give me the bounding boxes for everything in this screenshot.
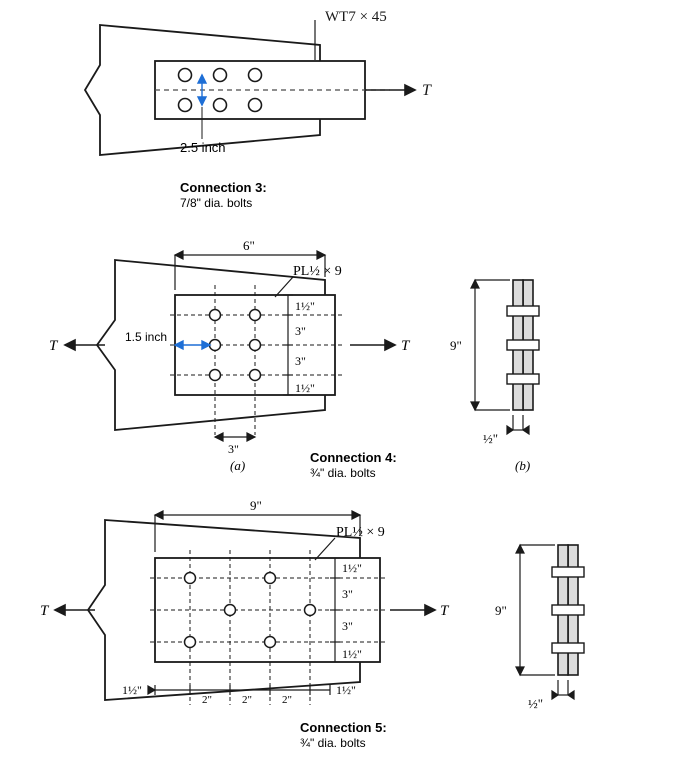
caption-3-sub: 7/8" dia. bolts <box>180 196 267 211</box>
gap-1: 2" <box>242 694 252 706</box>
top-dim-9in: 9" <box>250 498 262 513</box>
plate-label: PL½ × 9 <box>293 264 342 279</box>
edge-left: 1½" <box>122 683 142 697</box>
caption-3-title: Connection 3: <box>180 180 267 196</box>
row-dim-0: 1½" <box>295 299 315 313</box>
side-9in: 9" <box>450 338 462 353</box>
force-label-t: T <box>422 82 432 99</box>
t-right: T <box>401 338 411 354</box>
blue-1p5in: 1.5 inch <box>125 330 167 344</box>
sublabel-b: (b) <box>515 458 530 473</box>
plate3-label: PL½ × 9 <box>336 525 385 540</box>
caption-connection-3: Connection 3: 7/8" dia. bolts <box>180 180 267 211</box>
connection-5-figure: 9" ½" 9" PL½ × 9 1½" 3" 3" 1½" 1½" 2" 2"… <box>30 490 660 740</box>
gap-2: 2" <box>282 694 292 706</box>
dim-2p5-inch: 2.5 inch <box>180 140 226 155</box>
side3-half: ½" <box>528 696 543 711</box>
edge-right: 1½" <box>336 683 356 697</box>
gap-0: 2" <box>202 694 212 706</box>
row-dim-1: 3" <box>295 324 306 338</box>
t3-left: T <box>40 603 50 619</box>
top-dim-6in: 6" <box>243 238 255 253</box>
caption-5-title: Connection 5: <box>300 720 387 736</box>
r3-3: 1½" <box>342 647 362 661</box>
row-dim-2: 3" <box>295 354 306 368</box>
caption-connection-5: Connection 5: ¾" dia. bolts <box>300 720 387 751</box>
connection-4-figure: 9" ½" 6" PL½ × 9 1½" 3" 3" 1½" 3" 1.5 in… <box>35 225 645 475</box>
row-dim-3: 1½" <box>295 381 315 395</box>
r3-2: 3" <box>342 619 353 633</box>
r3-1: 3" <box>342 587 353 601</box>
caption-4-sub: ¾" dia. bolts <box>310 466 397 481</box>
sublabel-a: (a) <box>230 458 245 473</box>
t3-right: T <box>440 603 450 619</box>
member-label: WT7 × 45 <box>325 9 387 25</box>
t-left: T <box>49 338 59 354</box>
r3-0: 1½" <box>342 561 362 575</box>
side3-9in: 9" <box>495 603 507 618</box>
caption-4-title: Connection 4: <box>310 450 397 466</box>
caption-5-sub: ¾" dia. bolts <box>300 736 387 751</box>
bottom-gap-3: 3" <box>228 442 239 456</box>
caption-connection-4: Connection 4: ¾" dia. bolts <box>310 450 397 481</box>
side-half: ½" <box>483 431 498 446</box>
connection-3-figure: WT7 × 45 T 2.5 inch <box>60 5 480 175</box>
